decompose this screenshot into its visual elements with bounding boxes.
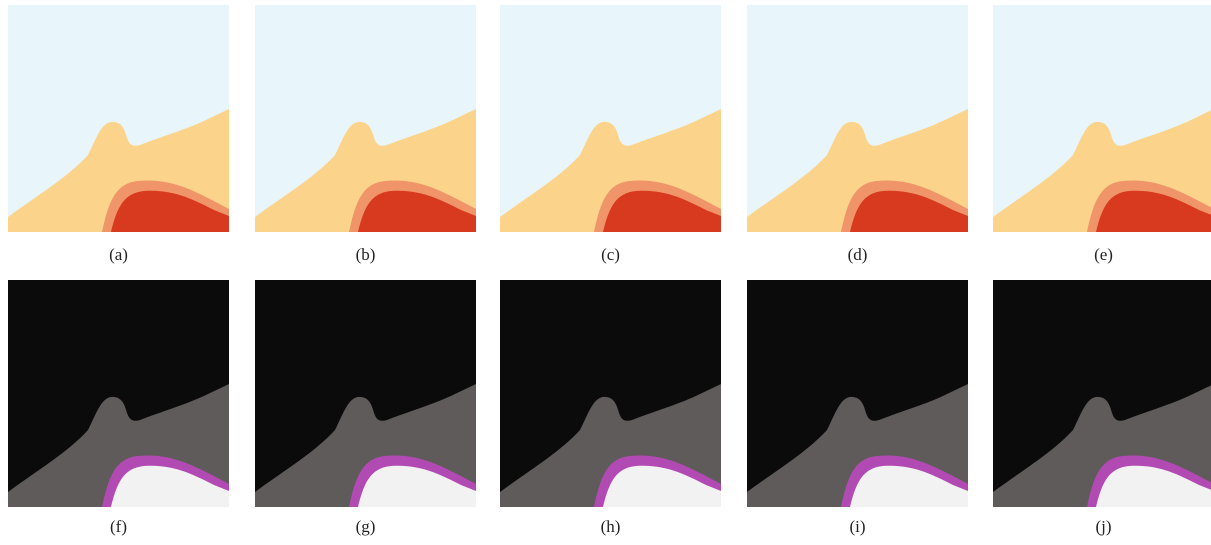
panel: [747, 5, 968, 232]
panel-label: (g): [356, 517, 376, 536]
panel-label: (h): [601, 517, 621, 536]
panel: [255, 280, 476, 507]
panel: [747, 280, 968, 507]
panel-label: (e): [1094, 245, 1113, 264]
figure: (a) (b) (c) (d) (e) (f) (g) (h) (i) (j): [0, 0, 1211, 545]
panel-label: (j): [1095, 517, 1111, 536]
panel: [993, 5, 1211, 232]
panel-label: (c): [601, 245, 620, 264]
panel-label: (b): [356, 245, 376, 264]
panel: [500, 5, 721, 232]
panel-label: (i): [849, 517, 865, 536]
panel-label: (d): [848, 245, 868, 264]
panel: [993, 280, 1211, 507]
panel: [8, 280, 229, 507]
panel-label: (f): [110, 517, 127, 536]
panel: [8, 5, 229, 232]
panel-label: (a): [109, 245, 128, 264]
panel: [255, 5, 476, 232]
panel: [500, 280, 721, 507]
